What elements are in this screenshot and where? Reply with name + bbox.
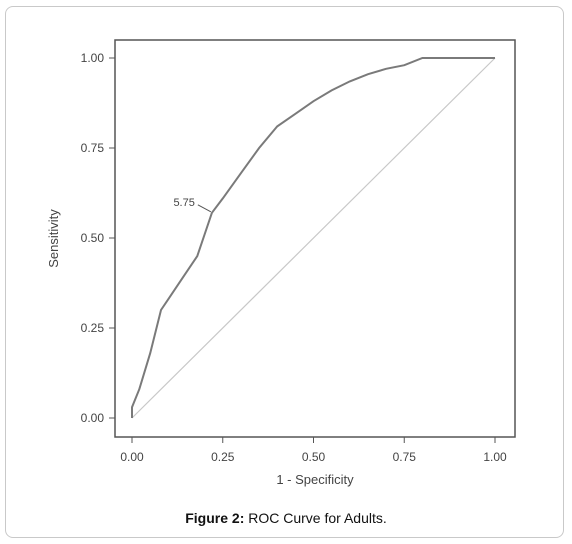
figure-frame (5, 6, 564, 538)
reference-diagonal-line (131, 57, 496, 419)
x-tick-label: 0.00 (120, 450, 144, 464)
roc-curve-line (131, 57, 495, 418)
x-tick-label: 0.25 (211, 450, 235, 464)
y-tick-label: 0.25 (81, 321, 105, 335)
y-axis-label: Sensitivity (46, 209, 61, 268)
y-tick-label: 0.75 (81, 141, 105, 155)
x-tick-label: 0.75 (393, 450, 417, 464)
caption-label: Figure 2: (185, 510, 245, 526)
y-tick-label: 0.00 (81, 411, 105, 425)
y-tick-label: 1.00 (81, 51, 105, 65)
figure-caption: Figure 2: ROC Curve for Adults. (0, 510, 572, 526)
annotation-leader-line (197, 204, 212, 213)
x-tick-label: 1.00 (483, 450, 507, 464)
caption-text: ROC Curve for Adults. (248, 510, 387, 526)
annotation-label: 5.75 (173, 197, 194, 209)
y-tick-label: 0.50 (81, 231, 105, 245)
x-tick-label: 0.50 (302, 450, 326, 464)
x-axis-label: 1 - Specificity (276, 472, 354, 487)
